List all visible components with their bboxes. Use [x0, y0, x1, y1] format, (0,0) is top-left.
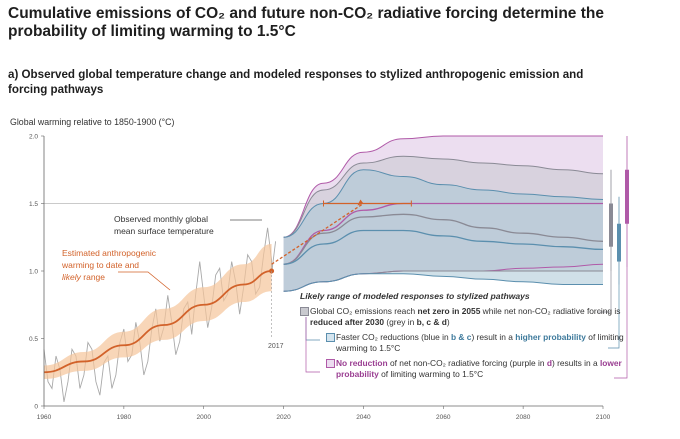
- x-tick-label: 2040: [356, 414, 371, 421]
- blue-swatch: [326, 333, 335, 342]
- projection-central-0: [283, 202, 603, 265]
- projection-central-2: [283, 229, 604, 265]
- legend-connector-blue: [608, 284, 620, 349]
- y-axis-label: Global warming relative to 1850-1900 (°C…: [10, 117, 174, 127]
- purple-swatch: [326, 359, 335, 368]
- y-tick-label: 0.5: [29, 336, 38, 343]
- x-tick-label: 2000: [196, 414, 211, 421]
- observed-label-line2: mean surface temperature: [114, 226, 214, 236]
- y-tick-label: 2.0: [29, 134, 38, 141]
- x-tick-label: 2080: [516, 414, 531, 421]
- grey-swatch: [300, 307, 309, 316]
- x-tick-label: 1980: [117, 414, 132, 421]
- extrapolated-trend-line: [271, 202, 364, 265]
- projection-central-1: [283, 213, 604, 265]
- projection-lower-2: [283, 273, 603, 292]
- observed-label-line1: Observed monthly global: [114, 214, 208, 224]
- x-tick-label: 2020: [276, 414, 291, 421]
- legend-arrow-purple: [305, 317, 320, 373]
- range-bar-box-purple: [625, 169, 629, 224]
- range-bar-box-grey: [609, 203, 613, 247]
- x-tick-label: 1960: [37, 414, 52, 421]
- legend-connector-purple: [614, 266, 628, 379]
- figure-title: Cumulative emissions of CO₂ and future n…: [8, 5, 604, 40]
- x-tick-label: 2060: [436, 414, 451, 421]
- y-tick-label: 0: [34, 404, 38, 411]
- projection-upper-2: [283, 169, 604, 238]
- year-2017-marker: 2017: [268, 343, 284, 350]
- estimated-likely-range: [44, 244, 272, 379]
- projection-upper-1: [283, 155, 604, 238]
- y-tick-label: 1.5: [29, 201, 38, 208]
- range-bar-box-blue: [617, 223, 621, 262]
- legend-grey: Global CO₂ emissions reach net zero in 2…: [300, 306, 630, 328]
- x-tick-label: 2100: [596, 414, 611, 421]
- estimated-label-line1: Estimated anthropogenic: [62, 248, 157, 258]
- estimated-leader-line: [118, 271, 171, 291]
- legend-title: Likely range of modeled responses to sty…: [300, 291, 530, 301]
- panel-title: a) Observed global temperature change an…: [8, 68, 584, 96]
- legend-purple: No reduction of net non-CO₂ radiative fo…: [326, 358, 630, 380]
- projection-upper-0: [283, 135, 603, 238]
- legend-connector-grey: [598, 271, 612, 313]
- projection-band-2: [283, 169, 603, 292]
- estimated-label-line3: likely range: [62, 272, 105, 282]
- legend: Likely range of modeled responses to sty…: [300, 291, 630, 384]
- legend-blue: Faster CO₂ reductions (blue in b & c) re…: [326, 332, 630, 354]
- estimated-label-line2: warming to date and: [61, 260, 139, 270]
- estimated-warming-line: [43, 270, 272, 374]
- y-tick-label: 1.0: [29, 269, 38, 276]
